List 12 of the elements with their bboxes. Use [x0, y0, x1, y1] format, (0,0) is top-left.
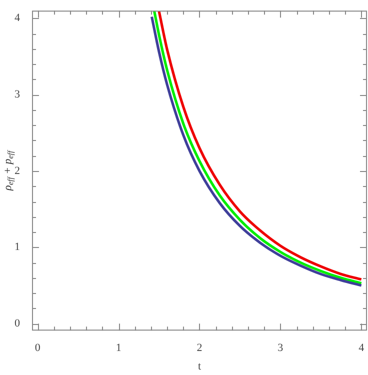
x-tick-label: 2	[196, 342, 202, 354]
x-tick-label: 3	[278, 342, 284, 354]
y-tick-label: 4	[14, 12, 20, 24]
x-tick-label: 4	[358, 342, 365, 354]
y-axis-title: ρeff + peff	[2, 148, 16, 192]
x-tick-label: 0	[34, 342, 41, 354]
y-tick-label: 0	[14, 318, 20, 330]
x-tick-label: 1	[116, 342, 122, 354]
y-tick-label: 2	[14, 164, 20, 177]
y-tick-label: 1	[14, 241, 20, 254]
y-tick-label: 3	[14, 88, 20, 100]
x-axis-title: t	[198, 360, 202, 372]
